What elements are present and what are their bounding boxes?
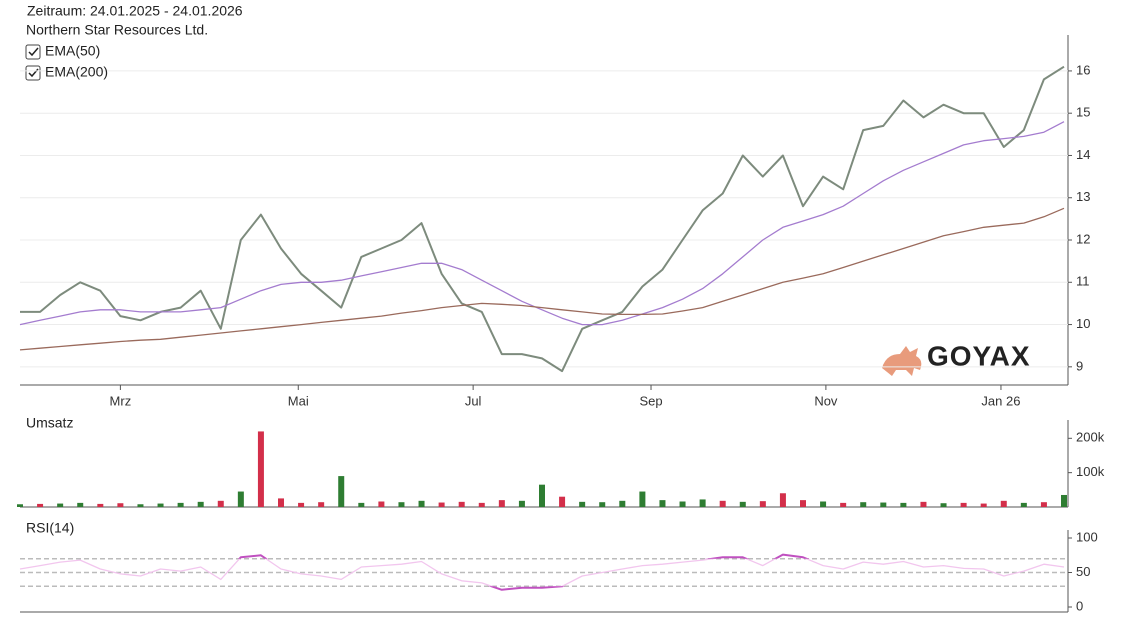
y-tick-label: 13 <box>1076 189 1090 204</box>
watermark-logo <box>882 346 922 376</box>
bar <box>17 504 23 507</box>
bar <box>840 502 847 507</box>
x-tick-label: Nov <box>814 393 838 408</box>
bar <box>659 500 666 507</box>
y-tick-label: 200k <box>1076 430 1105 445</box>
bar <box>639 491 646 507</box>
bar <box>458 501 465 507</box>
legend-label: EMA(200) <box>45 64 108 80</box>
bar <box>518 500 525 507</box>
x-tick-label: Jul <box>465 393 482 408</box>
bar <box>920 501 927 507</box>
bar <box>1061 494 1067 507</box>
y-tick-label: 9 <box>1076 358 1083 373</box>
bar <box>37 503 44 507</box>
bar <box>900 502 907 507</box>
series-line <box>19 207 1065 351</box>
bar <box>679 501 686 507</box>
bar <box>237 491 244 507</box>
y-tick-label: 100k <box>1076 464 1105 479</box>
bar <box>960 502 967 507</box>
y-tick-label: 14 <box>1076 147 1090 162</box>
bar <box>278 498 284 507</box>
bar <box>137 504 144 507</box>
y-tick-label: 10 <box>1076 316 1090 331</box>
bar <box>177 502 184 507</box>
y-tick-label: 12 <box>1076 231 1090 246</box>
bar <box>779 493 786 507</box>
y-tick-label: 50 <box>1076 564 1090 579</box>
bar <box>1040 502 1047 507</box>
checkbox[interactable] <box>25 44 41 60</box>
bar <box>599 502 606 507</box>
bar <box>800 500 806 507</box>
chart-title: Zeitraum: 24.01.2025 - 24.01.2026 <box>27 3 243 19</box>
x-tick-label: Mai <box>288 393 309 408</box>
x-tick-label: Mrz <box>110 393 132 408</box>
bar <box>1020 502 1027 507</box>
bar <box>77 502 84 507</box>
bar <box>980 503 987 507</box>
bar <box>860 502 867 507</box>
bar <box>1000 500 1007 507</box>
bar <box>478 502 485 507</box>
x-tick-label: Jan 26 <box>981 393 1020 408</box>
check-mark <box>28 47 39 57</box>
y-tick-label: 15 <box>1076 105 1090 120</box>
bar <box>539 484 545 507</box>
bar <box>759 501 766 507</box>
bar <box>257 431 264 507</box>
bar <box>719 500 726 507</box>
bar <box>378 501 385 507</box>
bar <box>117 503 124 507</box>
bar <box>579 501 586 507</box>
bar <box>498 500 505 507</box>
y-tick-label: 0 <box>1076 598 1083 613</box>
bar <box>57 503 64 507</box>
watermark: GOYAX <box>927 340 1031 371</box>
bar <box>338 476 345 507</box>
bar <box>820 501 827 507</box>
x-tick-label: Sep <box>639 393 662 408</box>
checkbox[interactable] <box>25 65 41 81</box>
panel-title: Umsatz <box>26 415 73 431</box>
bar <box>438 502 445 507</box>
series-line <box>19 121 1065 326</box>
bar <box>398 502 405 507</box>
y-tick-label: 100 <box>1076 529 1098 544</box>
y-tick-label: 16 <box>1076 62 1090 77</box>
bar <box>217 500 224 507</box>
bar <box>197 501 204 507</box>
bar <box>739 501 746 507</box>
bar <box>619 500 626 507</box>
bar <box>940 503 947 507</box>
legend-label: EMA(50) <box>45 43 100 59</box>
bar <box>418 500 425 507</box>
bar <box>97 503 104 507</box>
panel-title: RSI(14) <box>26 520 74 536</box>
bar <box>298 502 305 507</box>
bar <box>318 502 325 507</box>
bar <box>157 503 164 507</box>
y-tick-label: 11 <box>1076 274 1090 289</box>
bar <box>880 502 887 507</box>
series-line <box>20 65 1065 373</box>
bar <box>559 496 566 507</box>
bar <box>699 499 706 507</box>
legend-label: Northern Star Resources Ltd. <box>26 22 208 38</box>
bar <box>358 502 365 507</box>
